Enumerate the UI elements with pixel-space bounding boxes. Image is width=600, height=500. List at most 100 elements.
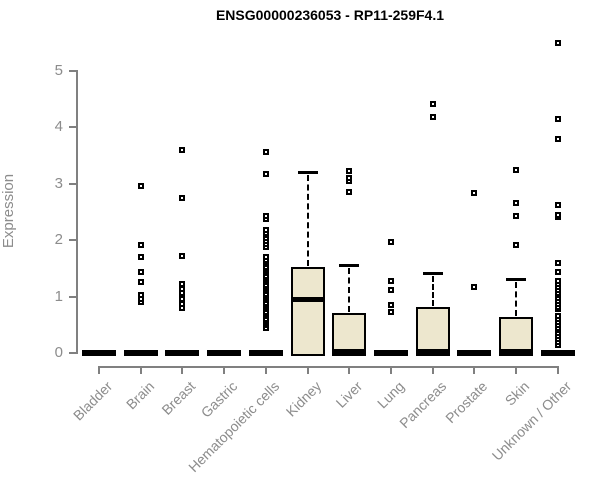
whisker-cap [297,170,318,174]
outlier-point [554,39,561,46]
y-axis-tick-label: 0 [54,344,63,361]
x-axis-tick [515,366,518,374]
y-axis-tick [69,182,76,185]
outlier-point [179,253,186,260]
y-axis-line [76,69,78,354]
x-axis-tick [473,366,476,374]
outlier-point [388,238,395,245]
collapsed-box [207,350,242,356]
x-axis-tick [431,366,434,374]
outlier-point [137,253,144,260]
outlier-point [179,296,186,303]
outlier-point [388,308,395,315]
whisker-line [431,275,434,307]
outlier-point [137,269,144,276]
y-axis-label: Expression [0,173,17,249]
outlier-point [137,241,144,248]
collapsed-box [374,350,409,356]
y-axis-tick-label: 1 [54,287,63,305]
x-axis-tick-label: Kidney [282,378,324,420]
whisker-cap [422,271,443,275]
outlier-point [513,213,520,220]
median-line [499,349,534,355]
collapsed-box [248,350,283,356]
outlier-point [554,211,561,218]
outlier-point [346,188,353,195]
y-axis-tick-label: 2 [54,231,63,248]
collapsed-box [165,350,200,356]
whisker-line [306,174,309,267]
outlier-point [137,183,144,190]
y-axis-tick [69,352,76,354]
outlier-point [554,135,561,142]
y-axis-tick [69,126,76,128]
x-axis-tick [98,366,100,374]
median-line [415,349,450,355]
outlier-point [137,292,144,299]
x-axis-tick [223,366,226,374]
y-axis-tick [69,69,76,72]
outlier-point [554,269,561,276]
x-axis-tick [556,366,559,374]
outlier-point [137,279,144,286]
outlier-point [262,170,269,177]
whisker-cap [339,263,360,267]
y-axis-tick-label: 4 [54,118,63,135]
box [290,267,325,356]
box [415,307,450,356]
outlier-point [179,147,186,154]
outlier-point [262,148,269,155]
outlier-point [513,200,520,207]
x-axis-tick-label: Lung [374,378,408,412]
y-axis-tick [69,239,76,241]
y-axis-tick-label: 5 [54,61,63,79]
x-axis-line [98,366,559,368]
x-axis-tick-label: Skin [501,378,533,409]
x-axis-tick-label: Breast [158,378,199,418]
outlier-point [554,313,561,320]
whisker-cap [506,277,527,281]
outlier-point [513,241,520,248]
y-axis-tick-label: 3 [54,174,63,192]
x-axis-tick [348,366,351,374]
whisker-line [348,267,351,312]
x-axis-tick-label: Unknown / Other [488,378,575,464]
median-line [332,349,367,355]
collapsed-box [457,350,492,356]
whisker-line [515,281,518,316]
collapsed-box [123,350,158,356]
outlier-point [346,174,353,181]
x-axis-tick [390,366,393,374]
x-axis-tick-label: Liver [332,378,366,411]
outlier-point [554,115,561,122]
outlier-point [262,226,269,233]
x-axis-tick [306,366,309,374]
x-axis-tick [139,366,142,374]
outlier-point [554,201,561,208]
x-axis-tick-label: Bladder [69,378,116,424]
x-axis-tick [181,366,184,374]
collapsed-box [540,350,575,356]
outlier-point [554,277,561,284]
outlier-point [262,253,269,260]
x-axis-tick-label: Brain [122,378,158,413]
y-axis-tick [69,295,76,298]
outlier-point [471,284,478,291]
chart-title: ENSG00000236053 - RP11-259F4.1 [215,7,445,23]
median-line [290,296,325,302]
box [332,312,367,356]
outlier-point [179,281,186,288]
outlier-point [346,168,353,175]
outlier-point [554,259,561,266]
outlier-point [388,301,395,308]
outlier-point [388,287,395,294]
outlier-point [179,195,186,202]
outlier-point [429,113,436,120]
outlier-point [262,212,269,219]
outlier-point [471,189,478,196]
x-axis-tick-label: Prostate [442,378,491,427]
outlier-point [513,166,520,173]
outlier-point [429,100,436,107]
outlier-point [388,277,395,284]
